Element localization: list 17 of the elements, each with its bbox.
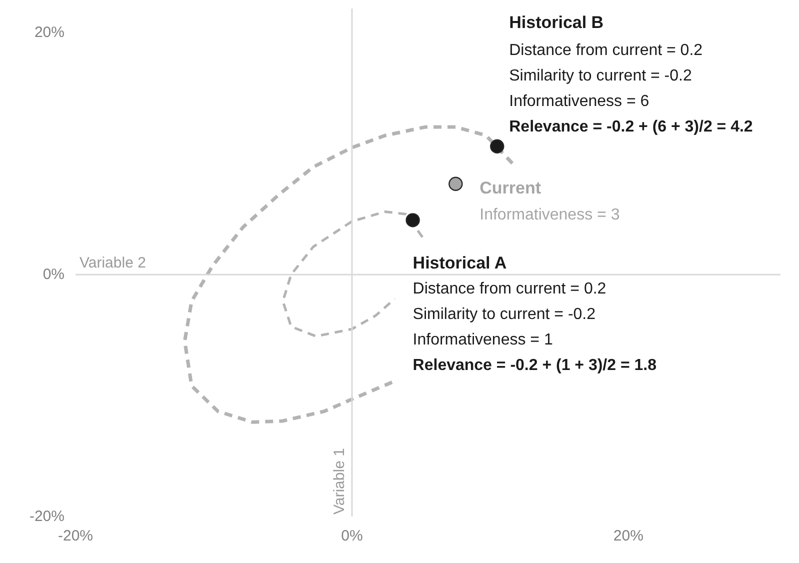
series-label: Historical A [412,254,507,273]
ref-line-label: Variable 1 [330,448,348,514]
y-tick-label: 0% [42,266,65,284]
x-tick-label: 20% [613,528,644,544]
series-label: Current [480,178,542,198]
text: Historical B [509,12,604,32]
point [448,176,463,191]
point [406,213,420,228]
y-tick-label: 20% [34,24,65,42]
ref-line-label: Variable 2 [80,254,146,272]
x-tick-label: -20% [58,528,94,544]
annotation: Informativeness = 3 [480,206,620,224]
annotation: Distance from current = 0.2 Similarity to current = -0.2 Informativeness = 6 Relevance = -0.2 + (6 + 3)/2 = 4.2 [509,42,753,136]
point [490,139,504,154]
x-tick-label: 0% [341,528,363,544]
annotation: Distance from current = 0.2 Similarity to current = -0.2 Informativeness = 1 Relevance = -0.2 + (1 + 3)/2 = 1.8 [412,280,657,374]
y-tick-label: -20% [29,508,65,525]
